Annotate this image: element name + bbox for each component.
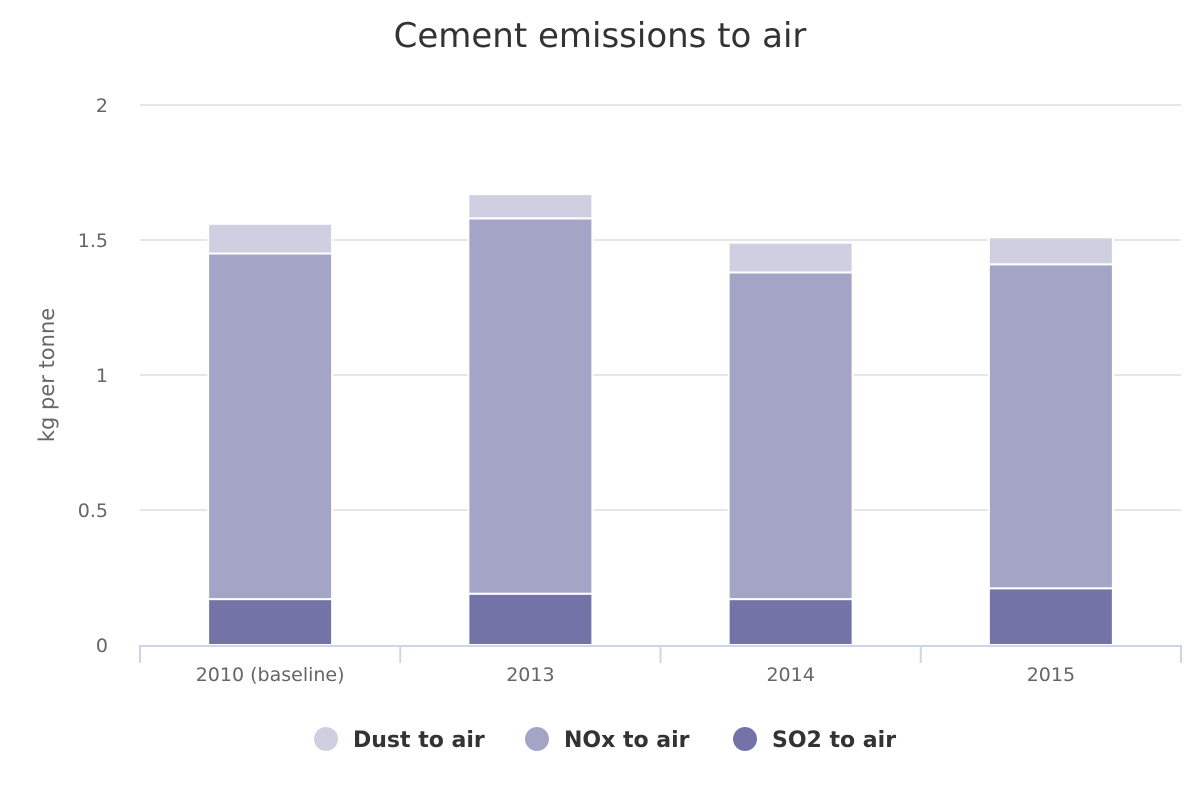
y-tick-label: 0 xyxy=(96,635,108,657)
bar-segment[interactable] xyxy=(207,222,334,255)
bars xyxy=(207,193,1114,647)
bar-segment[interactable] xyxy=(467,217,594,595)
bar-segment[interactable] xyxy=(987,587,1114,646)
legend-label: Dust to air xyxy=(353,728,485,753)
legend-marker xyxy=(525,727,549,751)
bar-segment[interactable] xyxy=(467,592,594,647)
legend-item[interactable]: Dust to air xyxy=(314,727,485,753)
legend: Dust to air NOx to air SO2 to air xyxy=(314,727,896,753)
bar-segment[interactable] xyxy=(727,241,854,274)
y-tick-label: 0.5 xyxy=(78,500,108,522)
y-axis-ticks: 0 0.5 1 1.5 2 xyxy=(78,95,108,657)
legend-item[interactable]: NOx to air xyxy=(525,727,690,753)
y-axis-label: kg per tonne xyxy=(35,308,59,442)
legend-label: NOx to air xyxy=(564,728,690,753)
x-tick-label: 2010 (baseline) xyxy=(196,664,345,686)
chart-title: Cement emissions to air xyxy=(394,16,807,56)
x-tick-label: 2014 xyxy=(766,664,814,686)
y-tick-label: 1.5 xyxy=(78,230,108,252)
y-tick-label: 1 xyxy=(96,365,108,387)
x-tick-label: 2013 xyxy=(506,664,554,686)
legend-marker xyxy=(733,727,757,751)
bar-segment[interactable] xyxy=(987,236,1114,266)
y-tick-label: 2 xyxy=(96,95,108,117)
x-tick-label: 2015 xyxy=(1027,664,1075,686)
legend-item[interactable]: SO2 to air xyxy=(733,727,896,753)
legend-marker xyxy=(314,727,338,751)
bar-segment[interactable] xyxy=(727,271,854,601)
bar-segment[interactable] xyxy=(467,193,594,220)
bar-segment[interactable] xyxy=(727,598,854,646)
legend-label: SO2 to air xyxy=(772,728,896,753)
bar-segment[interactable] xyxy=(987,263,1114,590)
bar-segment[interactable] xyxy=(207,598,334,646)
x-axis: 2010 (baseline) 2013 2014 2015 xyxy=(139,645,1182,686)
bar-segment[interactable] xyxy=(207,252,334,601)
